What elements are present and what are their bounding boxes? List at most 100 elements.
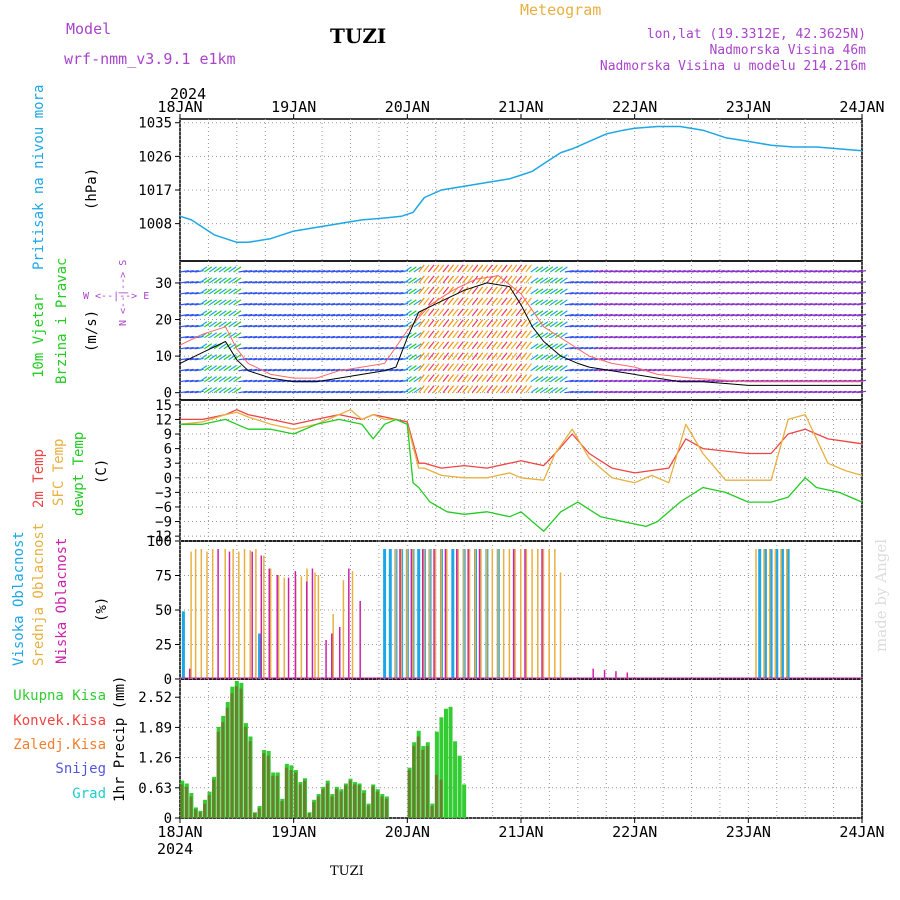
wind-barb bbox=[277, 335, 287, 339]
wind-barb bbox=[628, 270, 638, 273]
wind-barb bbox=[350, 379, 360, 383]
wind-barb bbox=[291, 346, 302, 350]
wind-barb bbox=[579, 390, 589, 394]
wind-barb bbox=[554, 288, 563, 295]
wind-barb bbox=[413, 387, 422, 394]
wind-barb bbox=[189, 281, 199, 284]
wind-barb bbox=[515, 286, 523, 295]
wind-barb bbox=[842, 302, 852, 306]
wind-barb bbox=[365, 368, 375, 372]
precip-bar-conv bbox=[271, 775, 275, 818]
wind-barb bbox=[676, 291, 686, 295]
wind-barb bbox=[832, 302, 842, 306]
wind-barb bbox=[852, 368, 862, 372]
wind-barb bbox=[452, 341, 459, 350]
wind-barb bbox=[432, 330, 440, 339]
wind-barb bbox=[545, 321, 554, 328]
wind-barb bbox=[321, 270, 331, 273]
wind-barb bbox=[291, 368, 302, 372]
wind-barb bbox=[847, 346, 857, 350]
wind-barb bbox=[584, 313, 594, 317]
wind-barb bbox=[452, 275, 459, 284]
wind-barb bbox=[744, 281, 755, 284]
wind-barb bbox=[540, 332, 549, 339]
precip-bar-conv bbox=[380, 796, 384, 818]
wind-barb bbox=[394, 346, 404, 350]
wind-barb bbox=[316, 291, 326, 295]
wind-barb bbox=[462, 297, 469, 306]
wind-barb bbox=[857, 335, 867, 339]
wind-barb bbox=[603, 313, 613, 317]
wind-barb bbox=[803, 324, 813, 328]
x-tick-label-top: 23JAN bbox=[726, 98, 771, 116]
wind-barb bbox=[520, 297, 528, 306]
wind-barb bbox=[535, 343, 544, 350]
wind-barb bbox=[783, 291, 794, 295]
wind-barb bbox=[501, 308, 508, 317]
wind-barb bbox=[681, 270, 691, 273]
wind-barb bbox=[852, 313, 862, 317]
wind-barb bbox=[623, 368, 633, 372]
wind-barb bbox=[813, 390, 823, 394]
wind-barb bbox=[628, 390, 638, 394]
wind-barb bbox=[218, 376, 227, 383]
wind-barb bbox=[179, 302, 189, 306]
wind-barb bbox=[554, 321, 563, 328]
wind-barb bbox=[623, 357, 633, 361]
wind-barb bbox=[818, 324, 828, 328]
wind-barb bbox=[267, 390, 277, 394]
wind-barb bbox=[218, 277, 227, 284]
wind-barb bbox=[657, 291, 667, 295]
wind-barb bbox=[574, 346, 584, 350]
wind-barb bbox=[457, 374, 464, 383]
wind-barb bbox=[598, 335, 608, 339]
wind-barb bbox=[696, 335, 706, 339]
wind-barb bbox=[223, 321, 232, 328]
wind-barb bbox=[233, 321, 242, 328]
wind-barb bbox=[471, 286, 479, 295]
wind-barb bbox=[632, 270, 643, 273]
wind-barb bbox=[267, 379, 277, 383]
wind-barb bbox=[837, 324, 847, 328]
wind-barb bbox=[282, 324, 292, 328]
model-altitude-label: Nadmorska Visina u modelu 214.216m bbox=[600, 59, 866, 74]
wind-barb bbox=[326, 379, 336, 383]
wind-barb bbox=[676, 346, 686, 350]
wind-barb bbox=[735, 346, 745, 350]
wind-barb bbox=[374, 281, 384, 284]
wind-barb bbox=[749, 368, 759, 372]
wind-barb bbox=[593, 324, 604, 328]
wind-barb bbox=[501, 374, 508, 383]
wind-barb bbox=[632, 346, 643, 350]
wind-barb bbox=[676, 324, 686, 328]
wind-barb bbox=[662, 357, 672, 361]
wind-barb bbox=[403, 321, 412, 328]
wind-barb bbox=[442, 319, 450, 328]
wind-barb bbox=[613, 390, 623, 394]
wind-barb bbox=[257, 357, 267, 361]
wind-barb bbox=[822, 390, 833, 394]
wind-barb bbox=[593, 270, 604, 273]
precip-bar-conv bbox=[362, 793, 366, 818]
wind-barb bbox=[282, 357, 292, 361]
wind-barb bbox=[774, 281, 784, 284]
wind-barb bbox=[466, 330, 474, 339]
wind-barb bbox=[647, 270, 657, 273]
wind-barb bbox=[403, 343, 412, 350]
wind-barb bbox=[691, 346, 701, 350]
wind-barb bbox=[423, 275, 430, 284]
wind-barb bbox=[749, 335, 759, 339]
wind-barb bbox=[549, 310, 558, 317]
wind-barb bbox=[355, 379, 365, 383]
wind-barb bbox=[374, 313, 384, 317]
wind-barb bbox=[311, 390, 321, 394]
wind-barb bbox=[730, 390, 740, 394]
wind-barb bbox=[208, 288, 217, 295]
wind-barb bbox=[213, 343, 222, 350]
wind-barb bbox=[248, 357, 258, 361]
wind-barb bbox=[413, 277, 422, 284]
wind-barb bbox=[671, 281, 682, 284]
wind-barb bbox=[481, 286, 489, 295]
year-top: 2024 bbox=[170, 85, 206, 103]
wind-barb bbox=[355, 281, 365, 284]
